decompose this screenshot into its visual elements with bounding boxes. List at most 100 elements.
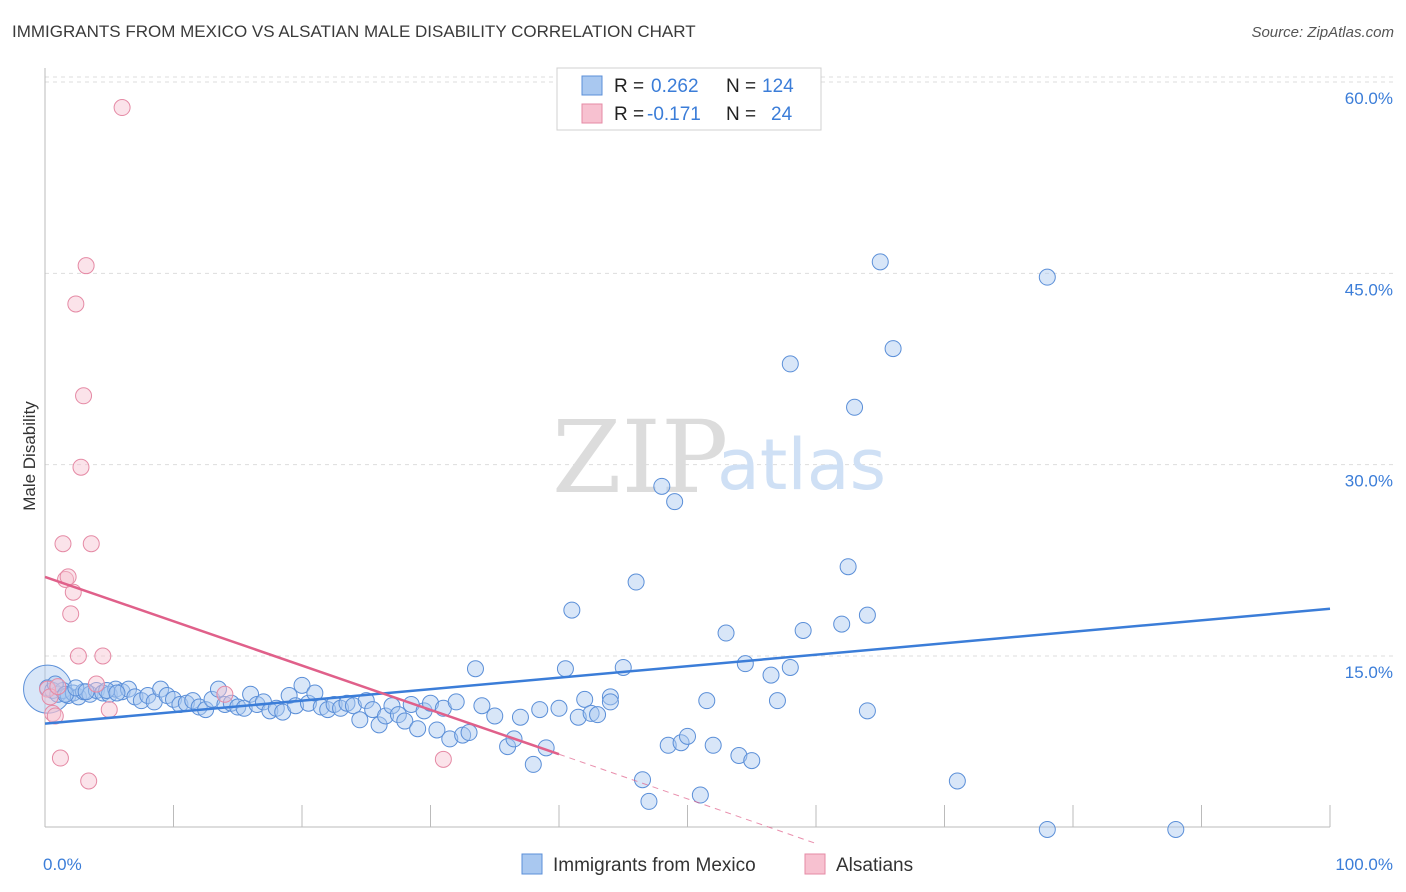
trend-line-mexico [44, 607, 1331, 725]
mexico-point-107 [833, 615, 851, 633]
mexico-point-98 [717, 624, 735, 642]
mexico-point-75 [531, 701, 549, 719]
x-tick-label-max: 100.0% [1335, 855, 1393, 874]
mexico-point-116 [1038, 820, 1056, 838]
mexico-point-120 [67, 679, 85, 697]
legend-r-value-pink: -0.171 [647, 104, 701, 125]
mexico-point-78 [556, 660, 574, 678]
mexico-point-104 [781, 658, 799, 676]
mexico-point-68 [466, 660, 484, 678]
mexico-point-106 [794, 621, 812, 639]
alsatian-point-16 [80, 772, 98, 790]
mexico-point-122 [98, 681, 116, 699]
alsatian-point-5 [51, 749, 69, 767]
alsatian-point-4 [49, 678, 67, 696]
trend-line-alsatians [44, 575, 560, 756]
mexico-point-88 [634, 771, 652, 789]
x-tick-label-min: 0.0% [43, 855, 82, 874]
mexico-point-73 [511, 708, 529, 726]
mexico-point-103 [768, 692, 786, 710]
mexico-point-84 [601, 688, 619, 706]
mexico-point-50 [351, 711, 369, 729]
y-axis-title: Male Disability [20, 401, 39, 511]
alsatian-point-17 [82, 535, 100, 553]
y-tick-label-15: 15.0% [1345, 663, 1393, 682]
mexico-point-69 [473, 697, 491, 715]
alsatian-point-19 [94, 647, 112, 665]
mexico-point-80 [569, 708, 587, 726]
mexico-point-94 [679, 727, 696, 745]
mexico-point-53 [370, 716, 388, 734]
alsatian-point-2 [44, 704, 62, 722]
alsatian-point-14 [75, 387, 93, 405]
mexico-point-112 [871, 253, 889, 271]
mexico-point-93 [672, 734, 690, 752]
mexico-point-92 [666, 493, 684, 511]
legend-r-value-blue: 0.262 [651, 76, 699, 97]
alsatian-point-12 [69, 647, 87, 665]
mexico-point-64 [441, 730, 459, 748]
mexico-point-43 [306, 684, 324, 702]
alsatian-point-21 [113, 99, 131, 117]
alsatian-point-9 [62, 605, 80, 623]
alsatian-point-6 [54, 535, 72, 553]
legend-n-label-blue: N = [726, 76, 756, 97]
mexico-point-27 [203, 690, 221, 708]
legend-swatch-blue [581, 75, 603, 96]
alsatian-point-23 [434, 750, 452, 768]
mexico-point-109 [846, 398, 864, 416]
mexico-point-99 [730, 746, 748, 764]
y-axis-tick-labels: 15.0% 30.0% 45.0% 60.0% [1345, 89, 1393, 682]
mexico-point-74 [524, 755, 542, 773]
watermark: ZIP atlas [552, 399, 886, 516]
mexico-point-96 [698, 692, 716, 710]
chart-title: IMMIGRANTS FROM MEXICO VS ALSATIAN MALE … [12, 22, 696, 41]
mexico-point-41 [293, 676, 311, 694]
alsatian-point-18 [87, 675, 105, 693]
y-tick-label-45: 45.0% [1345, 280, 1393, 299]
mexico-point-70 [486, 707, 504, 725]
mexico-point-67 [460, 724, 478, 742]
stats-legend: R = 0.262 N = 124 R = -0.171 N = 24 [556, 67, 822, 131]
mexico-point-77 [550, 699, 568, 717]
mexico-point-87 [627, 573, 645, 591]
alsatian-point-15 [77, 257, 95, 275]
mexico-point-111 [858, 606, 876, 624]
mexico-point-91 [659, 736, 677, 754]
bottom-legend-label-pink: Alsatians [836, 855, 913, 876]
trend-line-alsatians-extrapolated [558, 753, 817, 844]
series-legend: Immigrants from Mexico Alsatians [521, 853, 913, 876]
mexico-point-115 [1038, 268, 1056, 286]
mexico-point-123 [108, 684, 126, 702]
mexico-point-49 [344, 697, 362, 715]
mexico-point-57 [396, 712, 414, 730]
mexico-point-105 [781, 355, 799, 373]
mexico-point-83 [589, 706, 607, 724]
mexico-point-102 [762, 666, 780, 684]
mexico-point-100 [743, 752, 761, 770]
legend-r-label-pink: R = [614, 104, 644, 125]
mexico-point-19 [152, 680, 170, 698]
mexico-point-54 [377, 707, 395, 725]
series-immigrants-from-mexico [23, 253, 1185, 838]
bottom-legend-swatch-blue [521, 853, 543, 875]
mexico-point-62 [428, 721, 446, 739]
alsatian-point-3 [46, 707, 64, 725]
x-axis-ticks [44, 805, 1331, 827]
legend-swatch-pink [581, 103, 603, 124]
mexico-point-108 [839, 558, 857, 576]
bottom-legend-swatch-pink [804, 853, 826, 875]
source-credit: Source: ZipAtlas.com [1251, 24, 1394, 41]
gridlines [45, 76, 1393, 657]
bottom-legend-label-blue: Immigrants from Mexico [553, 855, 756, 876]
mexico-point-82 [582, 704, 600, 722]
alsatian-point-13 [72, 458, 90, 476]
mexico-point-51 [357, 692, 375, 710]
legend-n-value-pink: 24 [771, 104, 793, 125]
mexico-point-33 [242, 685, 260, 703]
alsatian-point-11 [67, 295, 85, 313]
series-alsatians [39, 99, 452, 790]
mexico-point-114 [948, 772, 966, 790]
mexico-point-101 [736, 655, 754, 673]
